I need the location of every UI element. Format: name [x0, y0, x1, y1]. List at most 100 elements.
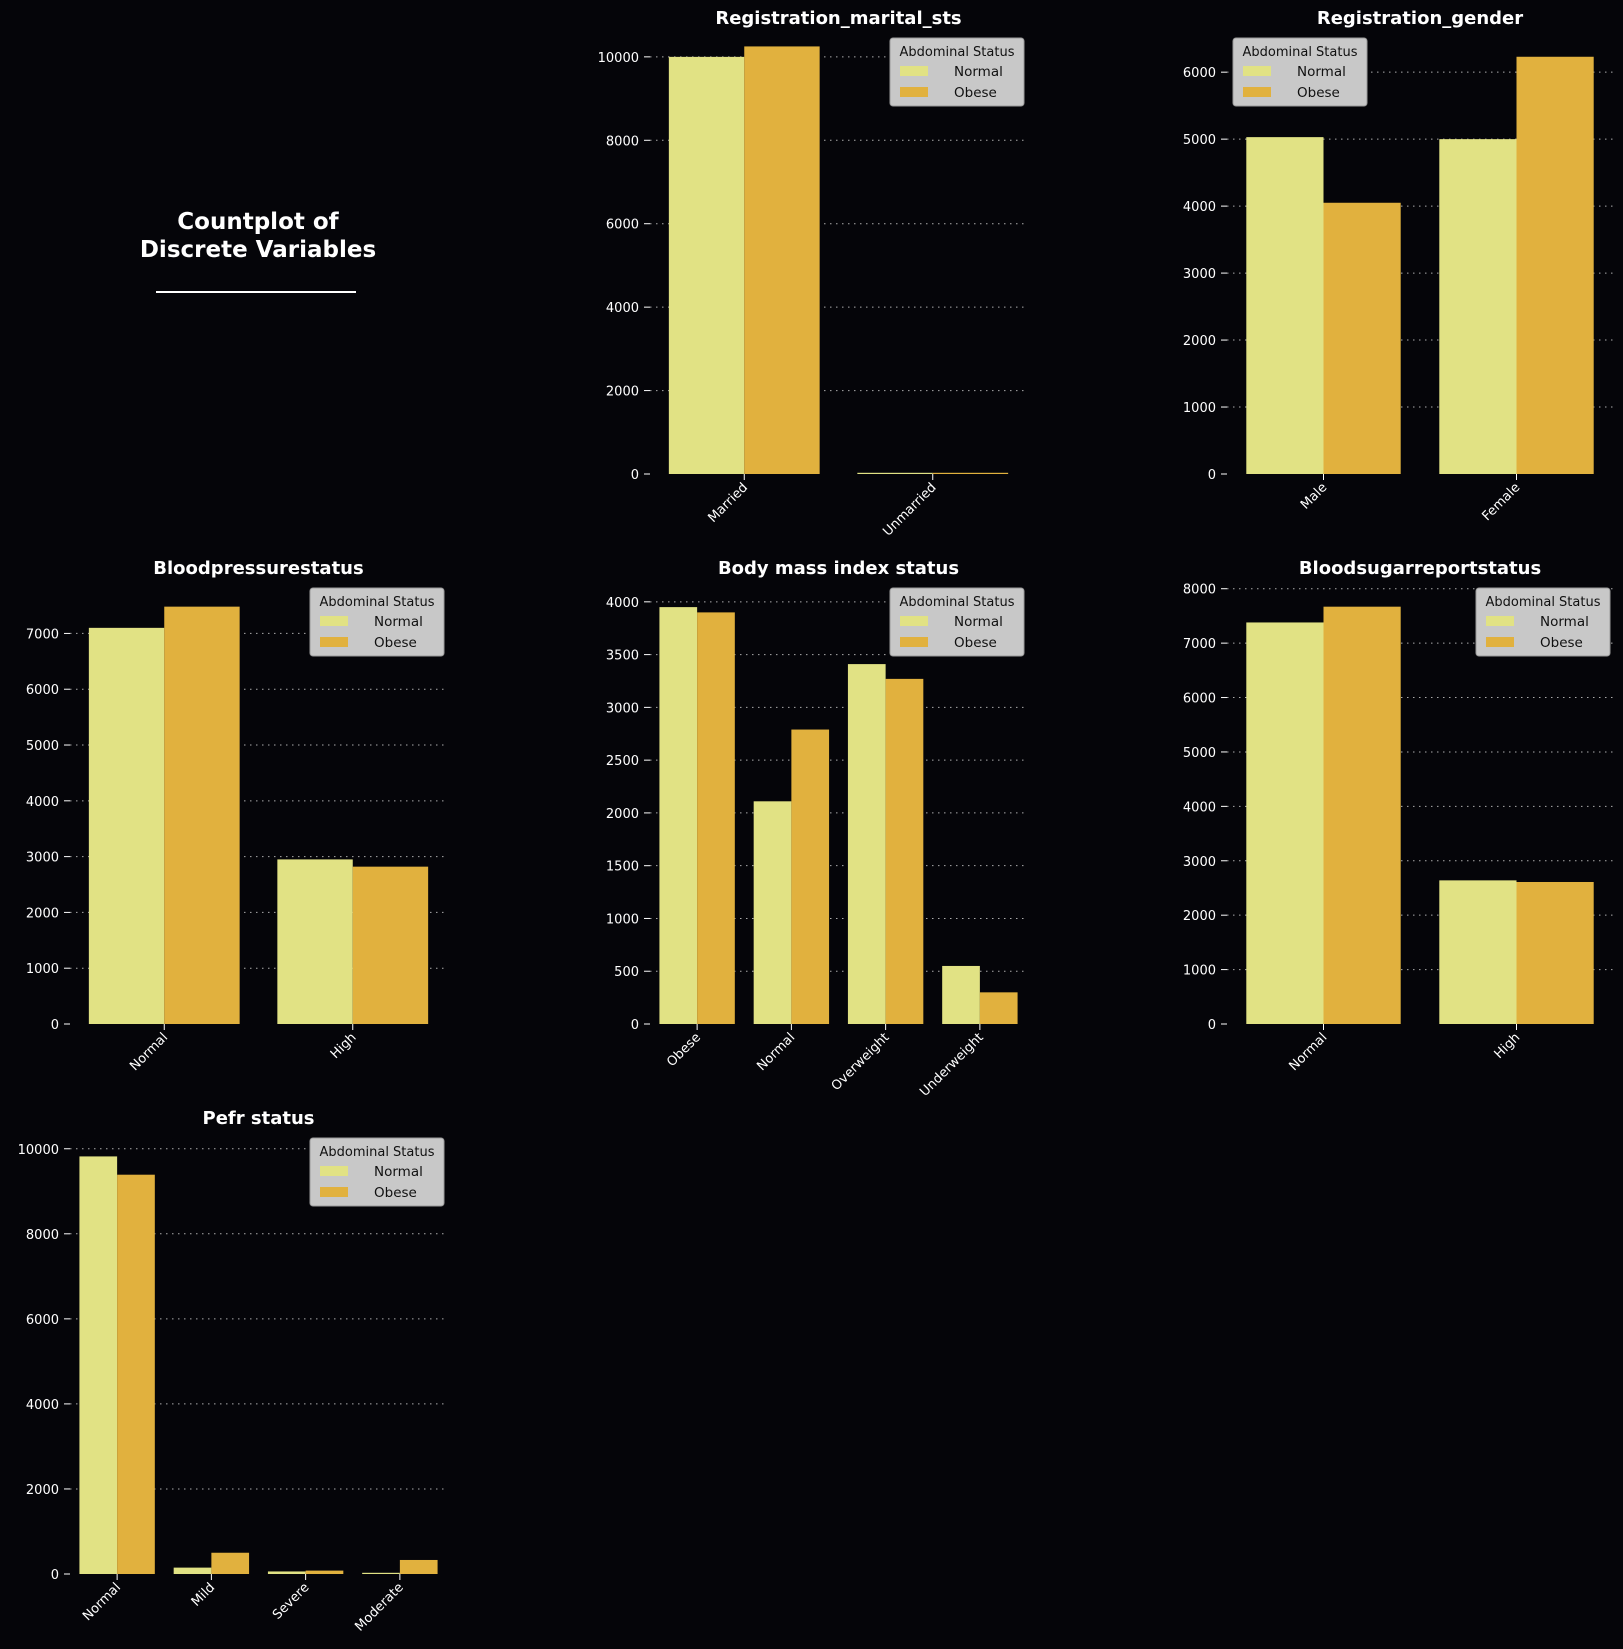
bar-normal-high [1439, 880, 1517, 1024]
x-tick-label: Male [1298, 480, 1330, 512]
legend-label-obese: Obese [954, 85, 997, 101]
legend-title: Abdominal Status [319, 1145, 434, 1160]
x-tick-label: High [328, 1030, 360, 1062]
panel-title: Bloodpressurestatus [153, 558, 363, 579]
y-tick-label: 0 [51, 1568, 59, 1583]
legend-title: Abdominal Status [899, 45, 1014, 60]
y-tick-label: 2000 [26, 906, 59, 921]
y-tick-label: 7000 [26, 627, 59, 642]
legend-title: Abdominal Status [319, 595, 434, 610]
y-tick-label: 1000 [1183, 964, 1216, 979]
y-tick-label: 3000 [606, 701, 639, 716]
panel-title: Pefr status [203, 1108, 315, 1129]
y-tick-label: 6000 [1183, 692, 1216, 707]
legend-swatch-obese [1243, 87, 1271, 97]
y-tick-label: 1000 [606, 912, 639, 927]
y-tick-label: 5000 [26, 739, 59, 754]
legend-label-normal: Normal [1540, 614, 1589, 630]
x-tick-label: Normal [127, 1030, 171, 1074]
bar-normal-normal [88, 627, 165, 1024]
legend-swatch-obese [900, 87, 928, 97]
x-tick-label: Married [705, 480, 751, 526]
legend-swatch-normal [1486, 616, 1514, 626]
bar-obese-high [1516, 881, 1594, 1024]
bar-normal-unmarried [857, 472, 933, 474]
bar-obese-married [744, 46, 820, 475]
x-tick-label: High [1492, 1030, 1524, 1062]
legend-title: Abdominal Status [1242, 45, 1357, 60]
legend-label-normal: Normal [374, 614, 423, 630]
bar-obese-underweight [979, 992, 1018, 1024]
panel-title: Bloodsugarreportstatus [1299, 558, 1541, 579]
figure-title-line2: Discrete Variables [139, 237, 377, 263]
legend-label-normal: Normal [954, 64, 1003, 80]
bar-normal-male [1246, 137, 1324, 475]
y-tick-label: 2000 [1183, 909, 1216, 924]
bar-normal-obese [659, 607, 698, 1024]
y-tick-label: 4000 [26, 795, 59, 810]
y-tick-label: 8000 [606, 134, 639, 149]
y-tick-label: 10000 [598, 51, 639, 66]
legend-label-obese: Obese [374, 635, 417, 651]
y-tick-label: 6000 [1183, 66, 1216, 81]
bar-normal-moderate [362, 1572, 400, 1574]
legend-label-normal: Normal [954, 614, 1003, 630]
x-tick-label: Underweight [917, 1030, 986, 1099]
y-tick-label: 2000 [26, 1483, 59, 1498]
bar-normal-normal [1246, 622, 1324, 1024]
y-tick-label: 7000 [1183, 637, 1216, 652]
y-tick-label: 6000 [26, 683, 59, 698]
bar-obese-normal [791, 729, 830, 1024]
x-tick-label: Mild [189, 1580, 218, 1609]
y-tick-label: 500 [614, 965, 639, 980]
y-tick-label: 10000 [18, 1143, 59, 1158]
bar-obese-male [1323, 202, 1401, 474]
y-tick-label: 0 [51, 1018, 59, 1033]
legend-label-obese: Obese [1297, 85, 1340, 101]
y-tick-label: 3500 [606, 649, 639, 664]
bar-obese-overweight [885, 678, 924, 1024]
panel-title: Body mass index status [718, 558, 959, 579]
y-tick-label: 0 [631, 1018, 639, 1033]
bar-obese-normal [1323, 606, 1401, 1024]
legend-swatch-normal [320, 1166, 348, 1176]
y-tick-label: 0 [1208, 1018, 1216, 1033]
bar-normal-female [1439, 139, 1517, 474]
legend-swatch-obese [320, 637, 348, 647]
legend-label-obese: Obese [374, 1185, 417, 1201]
x-tick-label: Moderate [352, 1580, 406, 1634]
y-tick-label: 2000 [606, 385, 639, 400]
figure-title-line1: Countplot of [177, 209, 339, 235]
legend-label-normal: Normal [1297, 64, 1346, 80]
legend-title: Abdominal Status [899, 595, 1014, 610]
bar-normal-normal [753, 801, 792, 1024]
legend-label-obese: Obese [1540, 635, 1583, 651]
y-tick-label: 0 [631, 468, 639, 483]
panel-title: Registration_marital_sts [715, 8, 961, 29]
y-tick-label: 0 [1208, 468, 1216, 483]
x-tick-label: Overweight [829, 1030, 893, 1094]
bar-normal-severe [267, 1571, 306, 1574]
legend-swatch-normal [900, 616, 928, 626]
legend-swatch-normal [320, 616, 348, 626]
legend-label-normal: Normal [374, 1164, 423, 1180]
bar-obese-high [352, 866, 429, 1024]
y-tick-label: 4000 [1183, 800, 1216, 815]
y-tick-label: 2000 [606, 807, 639, 822]
bar-obese-normal [164, 606, 240, 1024]
title-underline [156, 291, 356, 293]
bar-obese-obese [697, 612, 735, 1024]
legend-swatch-normal [900, 66, 928, 76]
bar-obese-unmarried [932, 472, 1009, 474]
bar-normal-high [277, 859, 353, 1024]
bar-obese-female [1516, 56, 1594, 474]
bar-normal-overweight [847, 664, 886, 1024]
y-tick-label: 2500 [606, 754, 639, 769]
bar-obese-moderate [399, 1559, 438, 1574]
y-tick-label: 5000 [1183, 133, 1216, 148]
y-tick-label: 8000 [26, 1228, 59, 1243]
y-tick-label: 8000 [1183, 583, 1216, 598]
x-tick-label: Severe [270, 1580, 312, 1622]
